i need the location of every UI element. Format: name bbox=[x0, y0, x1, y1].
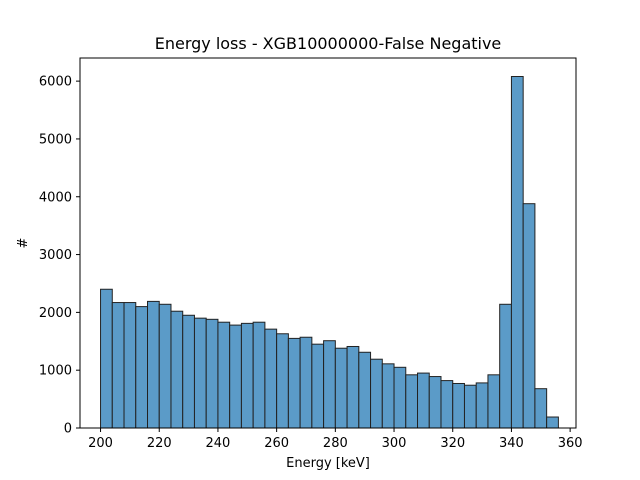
x-tick-label: 220 bbox=[147, 436, 172, 451]
histogram-bar bbox=[311, 343, 325, 429]
histogram-bar bbox=[546, 416, 559, 429]
y-tick-label: 6000 bbox=[39, 75, 72, 90]
histogram-bar bbox=[475, 382, 489, 429]
histogram-bar bbox=[381, 363, 395, 429]
histogram-bar bbox=[299, 336, 313, 429]
y-tick-label: 0 bbox=[64, 422, 72, 437]
y-tick-label: 3000 bbox=[39, 248, 72, 263]
histogram-bar bbox=[217, 321, 231, 429]
x-tick-label: 360 bbox=[558, 436, 583, 451]
x-axis-label: Energy [keV] bbox=[286, 456, 370, 471]
x-tick-label: 340 bbox=[499, 436, 524, 451]
histogram-bar bbox=[487, 374, 501, 429]
histogram-bar bbox=[229, 324, 242, 429]
histogram-bar bbox=[463, 384, 477, 429]
histogram-bar bbox=[440, 380, 454, 429]
histogram-bar bbox=[358, 351, 372, 429]
histogram-bar bbox=[264, 328, 278, 429]
histogram-bar bbox=[323, 340, 336, 429]
histogram-bar bbox=[252, 321, 266, 429]
histogram-bar bbox=[240, 322, 254, 429]
histogram-bar bbox=[158, 303, 172, 429]
histogram-bar bbox=[417, 372, 430, 429]
y-tick-label: 2000 bbox=[39, 306, 72, 321]
histogram-bar bbox=[287, 337, 301, 429]
y-tick-label: 4000 bbox=[39, 190, 72, 205]
chart-title: Energy loss - XGB10000000-False Negative bbox=[155, 34, 502, 53]
x-axis-ticks: 200 220 240 260 280 300 320 340 360 bbox=[88, 428, 583, 451]
histogram-bar bbox=[510, 76, 524, 429]
histogram-bar bbox=[100, 288, 113, 429]
histogram-bar bbox=[123, 302, 137, 429]
histogram-bar bbox=[182, 314, 195, 429]
y-tick-label: 5000 bbox=[39, 132, 72, 147]
x-tick-label: 200 bbox=[88, 436, 113, 451]
histogram-bar bbox=[452, 382, 465, 429]
x-tick-label: 280 bbox=[323, 436, 348, 451]
y-axis-ticks: 0 1000 2000 3000 4000 5000 6000 bbox=[39, 75, 80, 437]
histogram-bar bbox=[170, 310, 184, 429]
y-axis-label: # bbox=[16, 238, 31, 249]
x-tick-label: 260 bbox=[264, 436, 289, 451]
histogram-bar bbox=[370, 358, 383, 429]
x-tick-label: 300 bbox=[382, 436, 407, 451]
y-tick-label: 1000 bbox=[39, 364, 72, 379]
plot-frame bbox=[79, 57, 577, 429]
histogram-bar bbox=[276, 333, 289, 429]
histogram-bar bbox=[428, 376, 442, 429]
histogram-bar bbox=[334, 347, 348, 429]
histogram-bar bbox=[205, 318, 219, 429]
histogram-bar bbox=[193, 317, 207, 429]
histogram-bar bbox=[499, 303, 512, 429]
histogram-bar bbox=[135, 306, 149, 429]
histogram-bar bbox=[534, 388, 548, 429]
histogram-bar bbox=[147, 300, 160, 429]
histogram-bar bbox=[111, 302, 125, 429]
x-tick-label: 240 bbox=[206, 436, 231, 451]
x-tick-label: 320 bbox=[440, 436, 465, 451]
histogram-bar bbox=[393, 366, 407, 429]
histogram-bar bbox=[405, 374, 419, 429]
histogram-bar bbox=[522, 203, 536, 429]
histogram-bar bbox=[346, 345, 360, 429]
